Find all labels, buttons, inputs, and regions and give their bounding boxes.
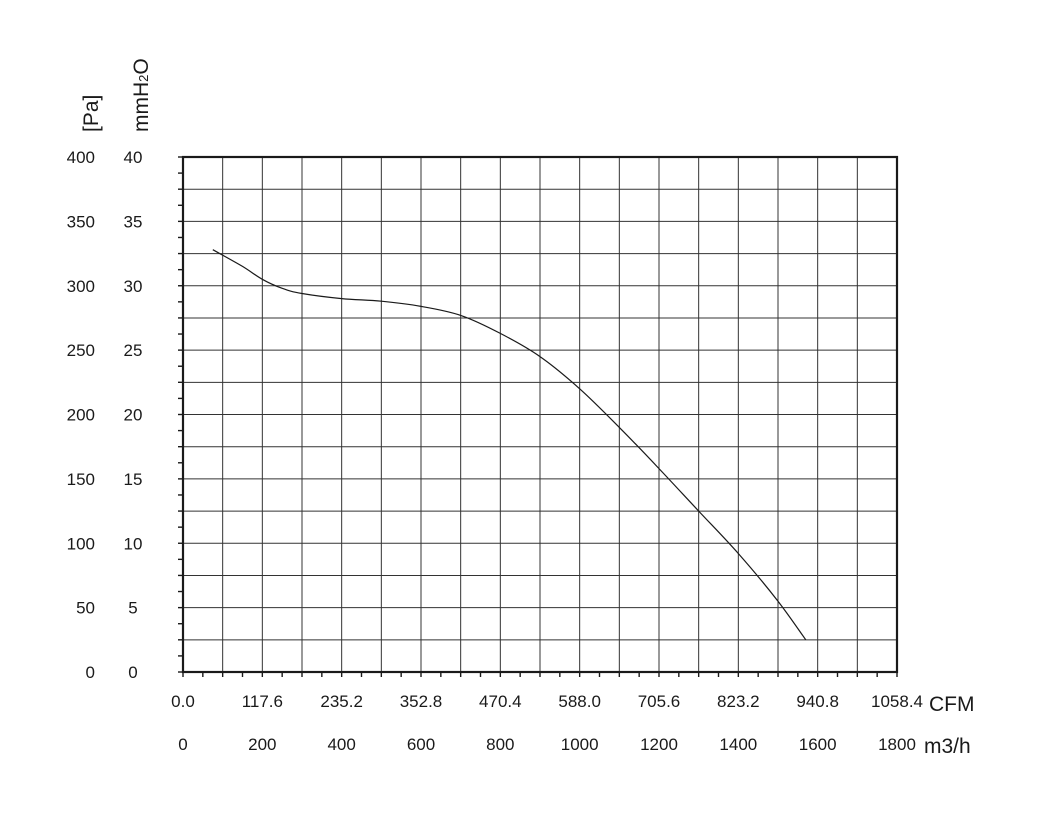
y-tick-label-mmh2o: 0 (128, 663, 137, 682)
x-tick-label-m3h: 400 (327, 735, 355, 754)
y-tick-label-mmh2o: 40 (124, 148, 143, 167)
x-tick-label-m3h: 1200 (640, 735, 678, 754)
y-tick-label-pa: 100 (67, 534, 95, 553)
x-tick-label-cfm: 117.6 (242, 692, 283, 711)
x-tick-label-cfm: 705.6 (638, 692, 681, 711)
y-tick-label-pa: 200 (67, 406, 95, 425)
y-tick-label-pa: 250 (67, 341, 95, 360)
x-tick-label-m3h: 200 (248, 735, 276, 754)
y-tick-label-mmh2o: 30 (124, 277, 143, 296)
y-unit-mmh2o-sub: 2 (136, 75, 151, 82)
y-tick-label-pa: 50 (76, 599, 95, 618)
plot-grid (183, 157, 897, 672)
y-unit-pa: [Pa] (80, 95, 103, 132)
x-tick-label-m3h: 1600 (799, 735, 837, 754)
x-unit-cfm: CFM (929, 693, 975, 716)
x-tick-label-cfm: 588.0 (558, 692, 601, 711)
y-tick-label-mmh2o: 5 (128, 599, 137, 618)
x-tick-label-cfm: 352.8 (400, 692, 443, 711)
axis-labels: 0501001502002503003504000510152025303540… (67, 148, 923, 754)
x-unit-m3h: m3/h (924, 735, 971, 758)
y-tick-label-mmh2o: 10 (124, 534, 143, 553)
y-unit-mmh2o: mmH2O (130, 58, 153, 132)
y-tick-label-mmh2o: 35 (124, 212, 143, 231)
x-tick-label-cfm: 823.2 (717, 692, 760, 711)
x-tick-label-m3h: 1800 (878, 735, 916, 754)
x-tick-label-m3h: 800 (486, 735, 514, 754)
y-tick-label-pa: 0 (86, 663, 95, 682)
y-tick-label-pa: 400 (67, 148, 95, 167)
y-tick-label-mmh2o: 20 (124, 406, 143, 425)
x-tick-label-m3h: 0 (178, 735, 187, 754)
x-tick-label-m3h: 600 (407, 735, 435, 754)
y-tick-label-pa: 300 (67, 277, 95, 296)
x-tick-label-cfm: 235.2 (320, 692, 363, 711)
y-tick-label-pa: 150 (67, 470, 95, 489)
y-tick-label-pa: 350 (67, 212, 95, 231)
x-tick-label-cfm: 1058.4 (871, 692, 923, 711)
x-tick-label-cfm: 940.8 (796, 692, 839, 711)
y-tick-label-mmh2o: 25 (124, 341, 143, 360)
y-tick-label-mmh2o: 15 (124, 470, 143, 489)
x-tick-label-m3h: 1000 (561, 735, 599, 754)
x-tick-label-m3h: 1400 (719, 735, 757, 754)
y-unit-mmh2o-main: mmH (130, 82, 153, 132)
minor-ticks (178, 156, 898, 677)
plot-frame (181, 155, 899, 674)
x-tick-label-cfm: 0.0 (171, 692, 195, 711)
pressure-flow-curve (212, 249, 807, 641)
x-tick-label-cfm: 470.4 (479, 692, 522, 711)
y-unit-mmh2o-end: O (130, 58, 153, 74)
